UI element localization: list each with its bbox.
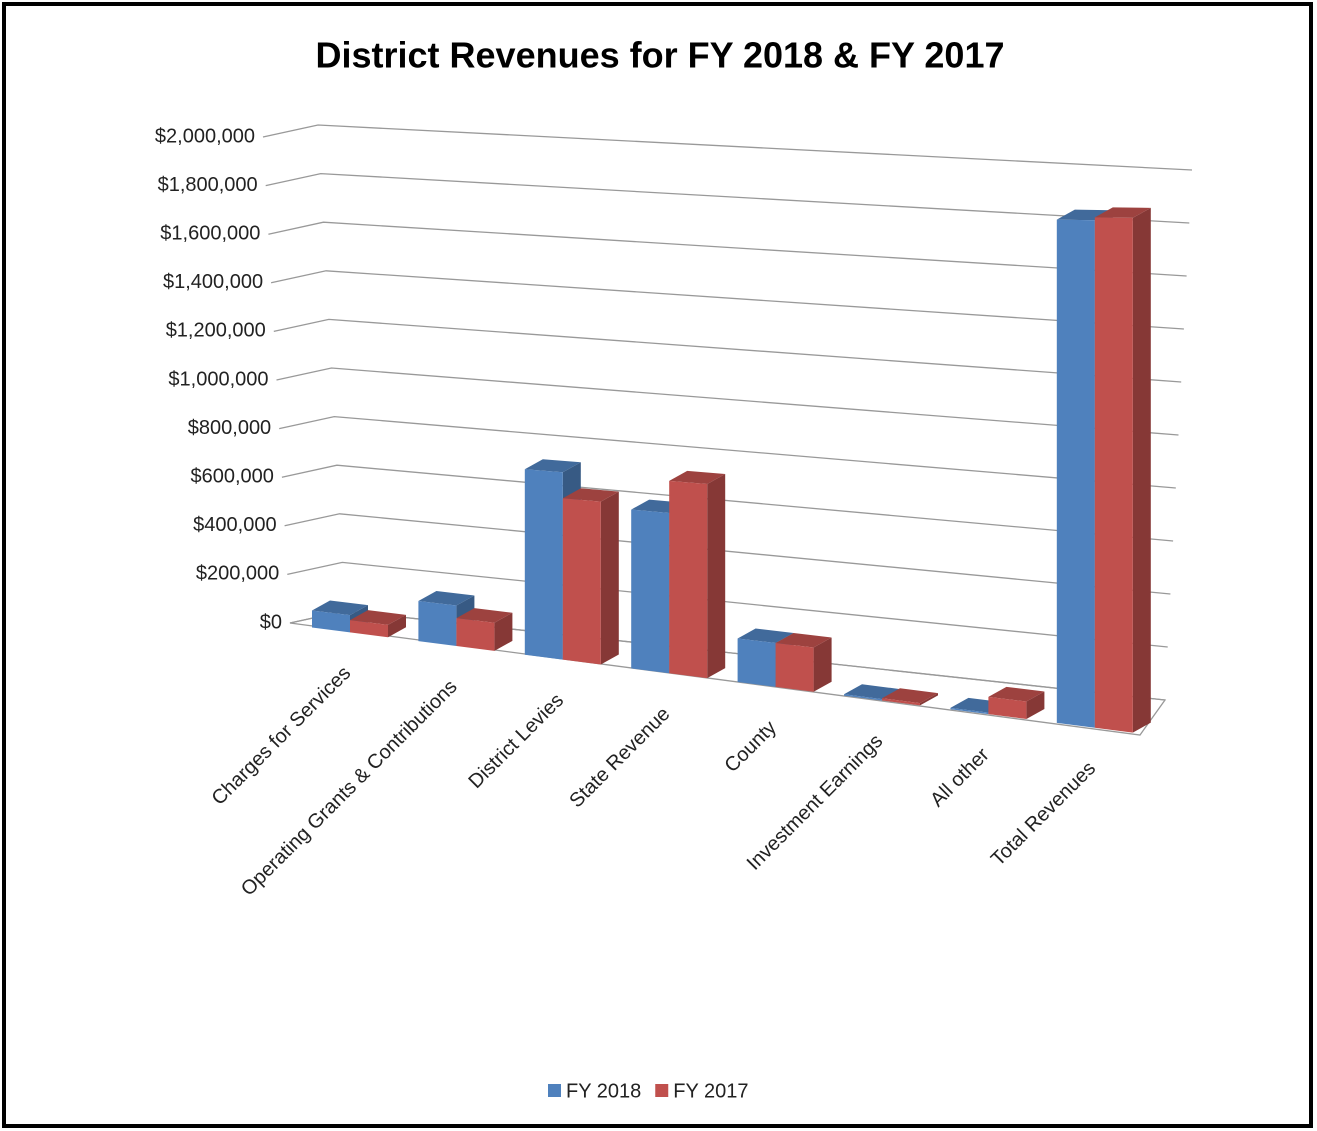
bar-front bbox=[844, 694, 882, 701]
y-tick-label: $0 bbox=[260, 611, 282, 633]
bar-top bbox=[844, 684, 900, 700]
bar-front bbox=[988, 696, 1027, 719]
bar-side bbox=[494, 612, 513, 651]
bar-front bbox=[350, 620, 388, 638]
y-tick-label: $1,600,000 bbox=[160, 222, 260, 244]
bar-front bbox=[418, 601, 457, 647]
bar-top bbox=[312, 600, 368, 616]
bar-front bbox=[737, 638, 776, 687]
y-tick-label: $800,000 bbox=[188, 417, 271, 439]
bar bbox=[456, 608, 513, 651]
bar-front bbox=[631, 509, 670, 674]
legend-swatch bbox=[655, 1084, 669, 1097]
bar-top bbox=[562, 488, 619, 502]
grid-line bbox=[276, 367, 1179, 436]
bar-side bbox=[1026, 691, 1045, 719]
bar-side bbox=[388, 614, 406, 638]
bar-front bbox=[669, 480, 708, 679]
grid-line bbox=[284, 513, 1171, 595]
bar bbox=[1094, 207, 1151, 733]
grid-line bbox=[265, 172, 1190, 224]
bar bbox=[882, 688, 938, 706]
bar-front bbox=[882, 698, 920, 706]
bar bbox=[988, 686, 1045, 719]
bar-top bbox=[775, 633, 832, 648]
legend-swatch bbox=[548, 1084, 561, 1097]
grid-line bbox=[273, 318, 1182, 383]
legend-label: FY 2018 bbox=[566, 1080, 641, 1102]
bar-top bbox=[1094, 207, 1151, 218]
grid-line bbox=[262, 124, 1193, 171]
bar bbox=[562, 488, 619, 665]
legend-label: FY 2017 bbox=[673, 1080, 748, 1102]
bar-top bbox=[524, 459, 581, 473]
bar-top bbox=[418, 591, 475, 606]
bar-front bbox=[1056, 219, 1095, 728]
bar-top bbox=[669, 470, 726, 484]
bar bbox=[669, 470, 726, 679]
y-tick-label: $200,000 bbox=[196, 563, 279, 585]
y-tick-label: $400,000 bbox=[193, 514, 276, 536]
bar-top bbox=[737, 628, 794, 644]
bar-side bbox=[1132, 207, 1151, 733]
y-tick-label: $1,000,000 bbox=[168, 368, 268, 390]
bar-front bbox=[950, 707, 989, 715]
bar-side bbox=[707, 473, 726, 679]
grid-line bbox=[270, 270, 1184, 330]
bar-front bbox=[775, 643, 814, 692]
y-tick-label: $600,000 bbox=[190, 465, 273, 487]
bar-front bbox=[1094, 217, 1133, 733]
bar bbox=[350, 610, 406, 638]
y-tick-label: $1,200,000 bbox=[166, 320, 266, 342]
bar-front bbox=[456, 618, 495, 651]
bar-top bbox=[988, 686, 1045, 702]
bar-front bbox=[524, 469, 563, 660]
grid-line bbox=[281, 464, 1174, 542]
grid-line bbox=[279, 415, 1176, 489]
grid-line bbox=[268, 221, 1187, 277]
grid-line bbox=[287, 561, 1168, 648]
bar-top bbox=[456, 608, 513, 623]
bar-front bbox=[562, 498, 601, 665]
bar-side bbox=[813, 637, 832, 692]
chart-title: District Revenues for FY 2018 & FY 2017 bbox=[316, 35, 1005, 76]
bar bbox=[775, 633, 832, 692]
bar-front bbox=[312, 610, 350, 633]
y-tick-label: $1,400,000 bbox=[163, 271, 263, 293]
bar-side bbox=[600, 491, 619, 665]
y-tick-label: $2,000,000 bbox=[155, 125, 255, 147]
y-tick-label: $1,800,000 bbox=[158, 174, 258, 196]
bar-top bbox=[882, 688, 938, 704]
bar-side bbox=[920, 693, 938, 706]
bar-top bbox=[350, 610, 406, 625]
